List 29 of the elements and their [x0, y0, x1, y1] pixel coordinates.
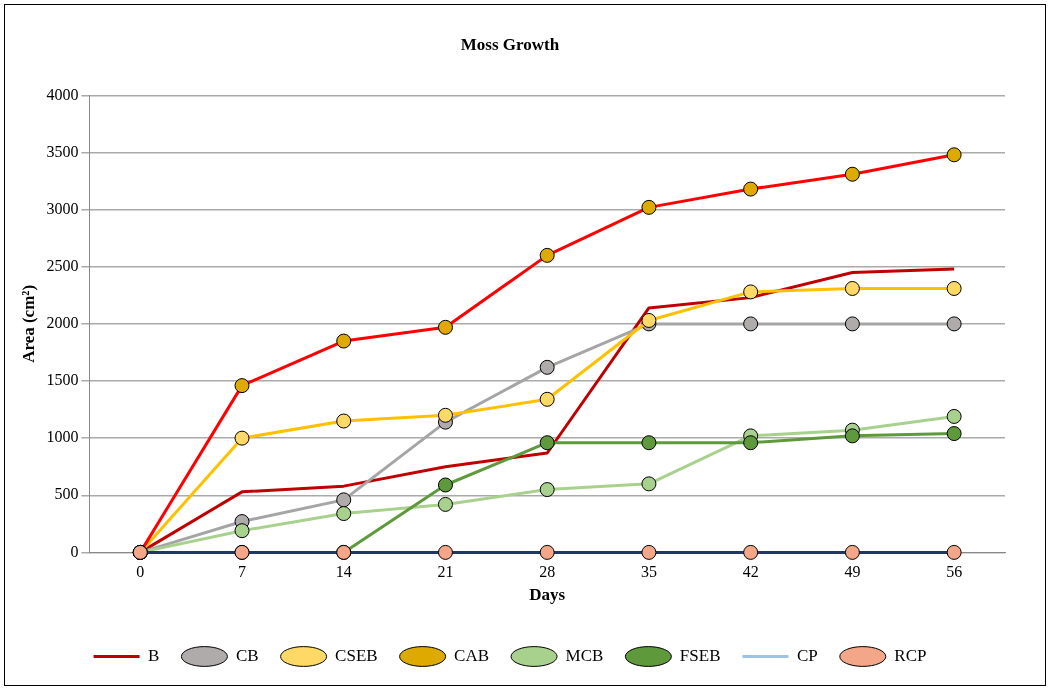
legend-label: RCP: [894, 645, 927, 665]
x-tick-label: 49: [844, 563, 861, 581]
x-axis-title: Days: [529, 585, 566, 605]
x-tick-label: 14: [335, 563, 352, 581]
y-tick-label: 1500: [46, 371, 79, 389]
x-tick-label: 0: [136, 563, 145, 581]
y-tick-label: 3500: [46, 142, 79, 160]
y-tick-label: 4000: [46, 85, 79, 103]
chart-title: Moss Growth: [460, 34, 560, 54]
legend-label: CSEB: [335, 645, 378, 665]
y-tick-label: 2500: [46, 256, 79, 274]
x-tick-label: 7: [238, 563, 246, 581]
legend-label: MCB: [565, 645, 604, 665]
x-tick-label: 35: [640, 563, 657, 581]
legend-label: CAB: [454, 645, 490, 665]
y-tick-label: 0: [70, 542, 79, 560]
legend-label: CB: [235, 645, 259, 665]
y-tick-label: 2000: [46, 314, 79, 332]
x-tick-label: 42: [742, 563, 759, 581]
y-tick-label: 3000: [46, 199, 79, 217]
y-tick-label: 500: [54, 485, 79, 503]
legend-label: CP: [796, 645, 818, 665]
legend-label: B: [148, 645, 160, 665]
x-tick-label: 28: [539, 563, 556, 581]
x-tick-label: 56: [946, 563, 963, 581]
legend-label: FSEB: [679, 645, 721, 665]
x-tick-label: 21: [437, 563, 454, 581]
y-tick-label: 1000: [46, 428, 79, 446]
y-axis-title: Area (cm²): [18, 284, 38, 363]
